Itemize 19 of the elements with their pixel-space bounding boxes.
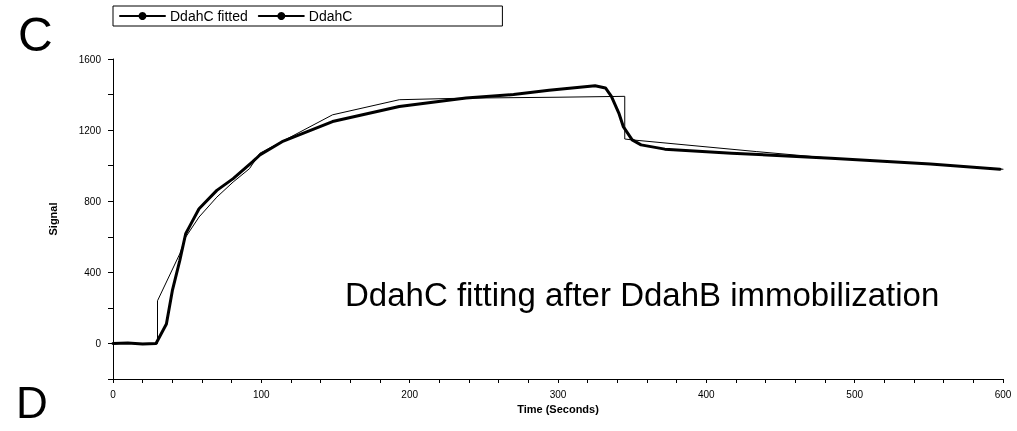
x-tick-label: 100 — [252, 388, 271, 400]
y-axis-title: Signal — [46, 202, 59, 236]
y-tick-label: 1200 — [78, 124, 102, 136]
x-tick-label: 500 — [846, 388, 864, 400]
y-tick-label: 0 — [95, 337, 102, 349]
legend-label: DdahC fitted — [170, 8, 248, 24]
annotation: DdahC fitting after DdahB immobilization — [345, 276, 940, 313]
x-tick-label: 300 — [549, 388, 567, 400]
text: D — [16, 377, 48, 427]
y-tick-label: 800 — [84, 195, 102, 207]
text: C — [18, 7, 53, 61]
x-tick-label: 600 — [994, 388, 1012, 400]
y-tick-label: 1600 — [78, 53, 102, 65]
x-tick-label: 200 — [401, 388, 419, 400]
x-tick-label: 0 — [110, 388, 117, 400]
x-tick-label: 400 — [697, 388, 716, 400]
y-tick-label: 400 — [84, 266, 102, 278]
legend-label: DdahC — [308, 8, 353, 24]
x-axis-title: Time (Seconds) — [517, 403, 600, 416]
